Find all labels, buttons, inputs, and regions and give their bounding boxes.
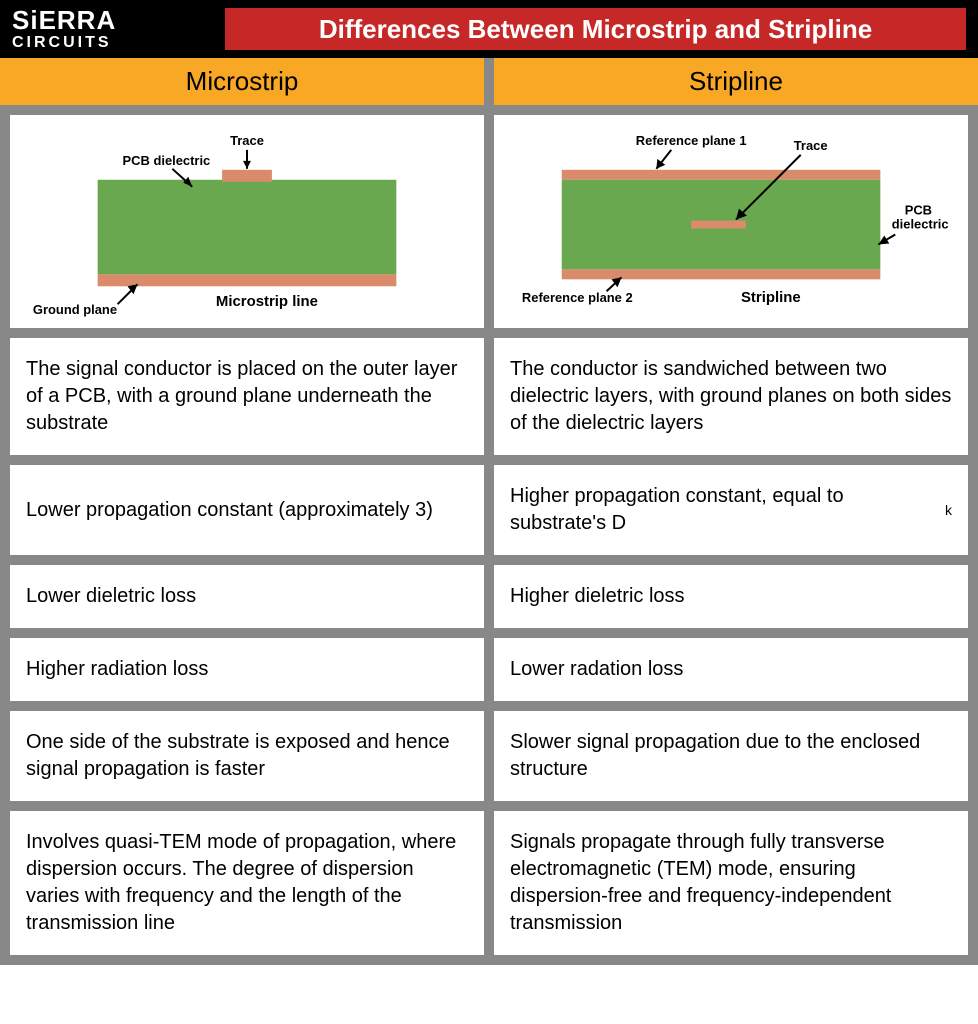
logo-top: SiERRA bbox=[12, 7, 213, 33]
stripline-diagram: Reference plane 1 Trace PCB dielectric R… bbox=[494, 115, 968, 328]
microstrip-diagram: Trace PCB dielectric Ground plane Micros… bbox=[10, 115, 484, 328]
table-row: Lower dieletric lossHigher dieletric los… bbox=[0, 555, 978, 628]
cell-right: Higher dieletric loss bbox=[494, 565, 968, 628]
header: SiERRA CIRCUITS Differences Between Micr… bbox=[0, 0, 978, 58]
label-ref-plane-2: Reference plane 2 bbox=[522, 290, 633, 305]
label-pcb-dielectric: PCB dielectric bbox=[123, 153, 211, 168]
cell-left: Involves quasi-TEM mode of propagation, … bbox=[10, 811, 484, 955]
table-row: Higher radiation lossLower radation loss bbox=[0, 628, 978, 701]
stripline-svg: Reference plane 1 Trace PCB dielectric R… bbox=[502, 125, 960, 324]
cell-left: The signal conductor is placed on the ou… bbox=[10, 338, 484, 455]
label-ref-plane-1: Reference plane 1 bbox=[636, 133, 747, 148]
table-row: Lower propagation constant (approximatel… bbox=[0, 455, 978, 555]
label-pcb-dielectric-s: PCB dielectric bbox=[892, 203, 949, 232]
cell-right: Lower radation loss bbox=[494, 638, 968, 701]
rows-container: The signal conductor is placed on the ou… bbox=[0, 328, 978, 965]
column-headers: Microstrip Stripline bbox=[0, 58, 978, 105]
table-row: Involves quasi-TEM mode of propagation, … bbox=[0, 801, 978, 965]
column-header-left: Microstrip bbox=[0, 58, 484, 105]
brand-logo: SiERRA CIRCUITS bbox=[0, 0, 225, 58]
cell-left: Higher radiation loss bbox=[10, 638, 484, 701]
page-title: Differences Between Microstrip and Strip… bbox=[225, 8, 966, 50]
table-row: The signal conductor is placed on the ou… bbox=[0, 328, 978, 455]
microstrip-svg: Trace PCB dielectric Ground plane Micros… bbox=[18, 125, 476, 324]
cell-left: Lower propagation constant (approximatel… bbox=[10, 465, 484, 555]
diagram-caption: Microstrip line bbox=[216, 293, 318, 310]
cell-right: Slower signal propagation due to the enc… bbox=[494, 711, 968, 801]
diagram-caption-s: Stripline bbox=[741, 289, 801, 306]
label-trace-s: Trace bbox=[794, 138, 828, 153]
label-trace: Trace bbox=[230, 133, 264, 148]
cell-right: Signals propagate through fully transver… bbox=[494, 811, 968, 955]
cell-right: The conductor is sandwiched between two … bbox=[494, 338, 968, 455]
diagram-row: Trace PCB dielectric Ground plane Micros… bbox=[0, 105, 978, 328]
table-row: One side of the substrate is exposed and… bbox=[0, 701, 978, 801]
column-header-right: Stripline bbox=[494, 58, 978, 105]
logo-bottom: CIRCUITS bbox=[12, 35, 213, 51]
label-ground-plane: Ground plane bbox=[33, 302, 117, 317]
cell-left: One side of the substrate is exposed and… bbox=[10, 711, 484, 801]
cell-left: Lower dieletric loss bbox=[10, 565, 484, 628]
cell-right: Higher propagation constant, equal to su… bbox=[494, 465, 968, 555]
